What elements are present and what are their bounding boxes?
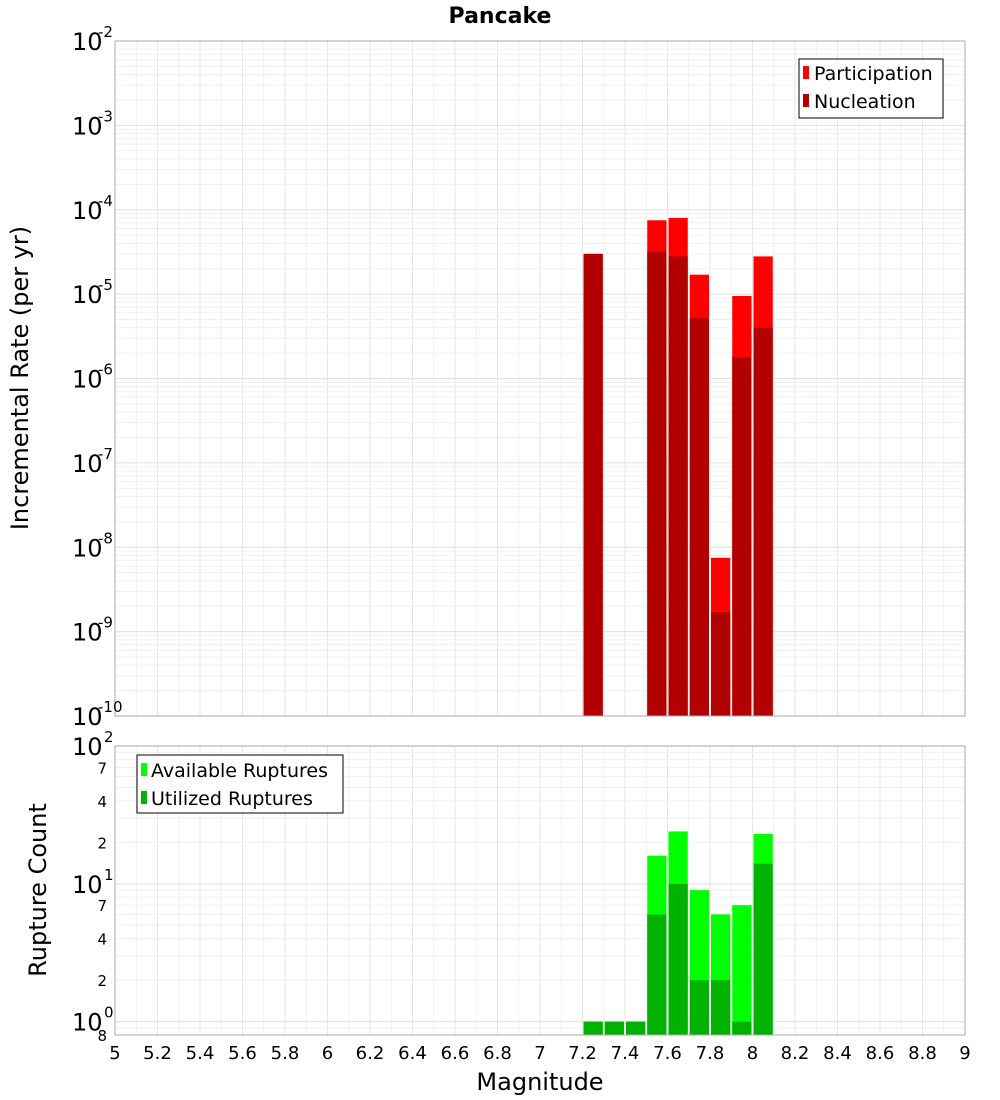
top-y-tick-base: 10: [72, 197, 103, 225]
x-tick-label: 8: [747, 1043, 758, 1064]
top-legend: Participation Nucleation: [798, 58, 944, 119]
x-tick-label: 9: [959, 1043, 970, 1064]
top-y-tick-base: 10: [72, 534, 103, 562]
bottom-bars: [583, 831, 773, 1035]
bottom-y-tick-base: 10: [72, 1009, 103, 1037]
legend-nucleation-swatch: [803, 94, 809, 107]
bottom-bar-utilized-ruptures: [753, 863, 773, 1035]
bottom-y-tick-exponent: 1: [104, 866, 114, 884]
x-tick-label: 6.2: [356, 1043, 385, 1064]
top-y-tick-exponent: -7: [98, 445, 113, 463]
top-bars: [583, 217, 773, 717]
legend-available-label: Available Ruptures: [151, 760, 328, 782]
top-bar-nucleation: [668, 256, 688, 716]
bottom-bar-utilized-ruptures: [626, 1021, 646, 1035]
top-y-tick-base: 10: [72, 28, 103, 56]
legend-participation-label: Participation: [814, 63, 933, 85]
top-y-tick-exponent: -5: [98, 276, 113, 294]
x-tick-label: 6: [322, 1043, 333, 1064]
top-y-tick-exponent: -2: [98, 23, 113, 41]
top-legend-box: [798, 58, 944, 119]
bottom-y-minor-tick-label: 8: [97, 1027, 107, 1045]
bottom-y-tick-exponent: 0: [104, 1004, 114, 1022]
top-y-tick-exponent: -9: [98, 614, 113, 632]
chart-title: Pancake: [449, 4, 552, 29]
top-bar-nucleation: [732, 356, 752, 716]
bottom-bar-utilized-ruptures: [583, 1021, 603, 1035]
bottom-y-minor-tick-label: 4: [97, 793, 107, 811]
x-tick-label: 5.2: [143, 1043, 172, 1064]
top-y-tick-exponent: -10: [98, 698, 123, 716]
x-tick-label: 7: [534, 1043, 545, 1064]
bottom-bar-utilized-ruptures: [711, 980, 731, 1035]
bottom-y-minor-tick-label: 2: [97, 834, 107, 852]
bottom-y-axis-label: Rupture Count: [24, 803, 52, 977]
x-tick-label: 6.4: [398, 1043, 427, 1064]
bottom-y-minor-tick-label: 7: [97, 897, 107, 915]
legend-available-swatch: [141, 763, 147, 776]
top-y-tick-base: 10: [72, 619, 103, 647]
top-plot-frame: [114, 40, 966, 717]
x-axis-label: Magnitude: [476, 1068, 603, 1096]
legend-utilized-swatch: [141, 791, 147, 804]
legend-utilized-label: Utilized Ruptures: [151, 788, 313, 810]
bottom-plot-frame: [114, 745, 966, 1036]
top-y-tick-base: 10: [72, 450, 103, 478]
top-y-axis-label: Incremental Rate (per yr): [6, 226, 34, 530]
top-bar-nucleation: [753, 327, 773, 716]
top-bar-nucleation: [583, 253, 603, 716]
top-y-tick-exponent: -6: [98, 361, 113, 379]
x-tick-label: 8.8: [908, 1043, 937, 1064]
x-tick-label: 5.8: [271, 1043, 300, 1064]
top-y-tick-base: 10: [72, 703, 103, 731]
top-y-tick-exponent: -8: [98, 529, 113, 547]
x-tick-label: 7.2: [568, 1043, 597, 1064]
x-tick-label: 5: [109, 1043, 120, 1064]
x-tick-label: 5.4: [186, 1043, 215, 1064]
top-bar-nucleation: [689, 318, 709, 716]
x-tick-label: 5.6: [228, 1043, 257, 1064]
x-tick-label: 8.4: [823, 1043, 852, 1064]
bottom-y-tick-exponent: 2: [104, 728, 114, 746]
top-grid: [115, 41, 965, 716]
x-tick-label: 7.4: [611, 1043, 640, 1064]
x-tick-label: 7.6: [653, 1043, 682, 1064]
bottom-y-tick-base: 10: [72, 871, 103, 899]
bottom-bar-utilized-ruptures: [732, 1021, 752, 1035]
bottom-bar-available-ruptures: [732, 905, 752, 1035]
top-y-tick-base: 10: [72, 281, 103, 309]
top-y-tick-exponent: -4: [98, 192, 113, 210]
bottom-bar-utilized-ruptures: [604, 1021, 624, 1035]
bottom-y-minor-tick-label: 7: [97, 759, 107, 777]
top-bar-nucleation: [711, 612, 731, 716]
bottom-bar-utilized-ruptures: [668, 883, 688, 1035]
bottom-bar-utilized-ruptures: [647, 914, 667, 1035]
x-tick-labels: 5 5.2 5.4 5.6 5.8 6 6.2 6.4 6.6 6.8 7 7.2 7.4 7.6 7.8 8…: [109, 1043, 970, 1064]
bottom-legend-box: [136, 754, 344, 814]
bottom-y-minor-tick-label: 2: [97, 972, 107, 990]
top-y-tick-base: 10: [72, 366, 103, 394]
bottom-y-tick-base: 10: [72, 733, 103, 761]
bottom-legend: Available Ruptures Utilized Ruptures: [136, 754, 344, 814]
top-bar-nucleation: [647, 251, 667, 716]
x-tick-label: 8.2: [781, 1043, 810, 1064]
bottom-bar-utilized-ruptures: [689, 980, 709, 1035]
top-y-tick-exponent: -3: [98, 107, 113, 125]
bottom-y-minor-tick-label: 4: [97, 931, 107, 949]
x-tick-label: 8.6: [866, 1043, 895, 1064]
legend-nucleation-label: Nucleation: [814, 91, 916, 113]
x-tick-label: 6.6: [441, 1043, 470, 1064]
top-y-tick-base: 10: [72, 112, 103, 140]
x-tick-label: 7.8: [696, 1043, 725, 1064]
legend-participation-swatch: [803, 66, 809, 79]
x-tick-label: 6.8: [483, 1043, 512, 1064]
